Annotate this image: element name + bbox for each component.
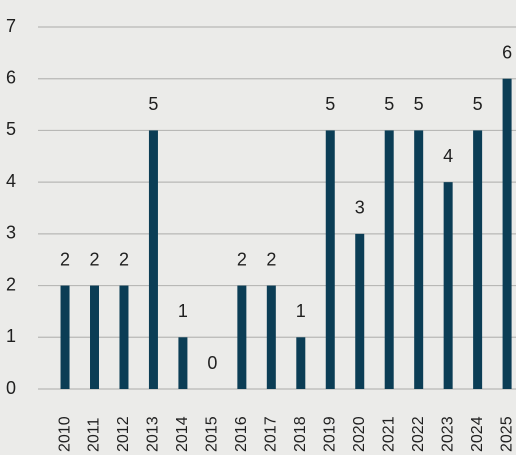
y-tick-label: 7 bbox=[6, 16, 16, 36]
bar bbox=[148, 130, 158, 389]
x-tick-label: 2023 bbox=[439, 416, 456, 452]
x-tick-label: 2011 bbox=[86, 417, 103, 452]
data-label: 6 bbox=[502, 42, 512, 62]
x-tick-label: 2016 bbox=[233, 416, 250, 452]
y-tick-label: 2 bbox=[6, 274, 16, 294]
data-label: 2 bbox=[60, 249, 70, 269]
bar bbox=[473, 130, 483, 389]
y-tick-label: 0 bbox=[6, 378, 16, 398]
x-tick-label: 2012 bbox=[115, 416, 132, 452]
bar bbox=[502, 78, 512, 389]
bar bbox=[90, 285, 100, 389]
bar bbox=[325, 130, 335, 389]
data-label: 5 bbox=[384, 94, 394, 114]
x-tick-label: 2021 bbox=[380, 416, 397, 452]
data-label: 0 bbox=[207, 353, 217, 373]
x-tick-label: 2022 bbox=[410, 416, 427, 452]
x-tick-label: 2018 bbox=[292, 416, 309, 452]
data-label: 5 bbox=[473, 94, 483, 114]
x-tick-label: 2015 bbox=[204, 416, 221, 452]
y-tick-label: 4 bbox=[6, 171, 16, 191]
data-label: 5 bbox=[148, 94, 158, 114]
bar bbox=[296, 337, 306, 389]
x-tick-label: 2024 bbox=[469, 416, 486, 452]
bar bbox=[119, 285, 129, 389]
data-label: 5 bbox=[325, 94, 335, 114]
x-tick-label: 2010 bbox=[56, 416, 73, 452]
data-label: 2 bbox=[119, 249, 129, 269]
x-tick-label: 2020 bbox=[351, 416, 368, 452]
bar bbox=[178, 337, 188, 389]
data-label: 1 bbox=[178, 301, 188, 321]
x-tick-label: 2014 bbox=[174, 416, 191, 452]
y-tick-label: 3 bbox=[6, 223, 16, 243]
bar bbox=[414, 130, 424, 389]
data-label: 2 bbox=[237, 249, 247, 269]
data-label: 4 bbox=[443, 146, 453, 166]
data-label: 2 bbox=[89, 249, 99, 269]
data-label: 3 bbox=[355, 198, 365, 218]
y-tick-label: 6 bbox=[6, 67, 16, 87]
data-label: 5 bbox=[414, 94, 424, 114]
bar bbox=[237, 285, 247, 389]
x-tick-label: 2013 bbox=[145, 416, 162, 452]
y-tick-label: 1 bbox=[6, 326, 16, 346]
x-tick-label: 2017 bbox=[263, 416, 280, 452]
data-label: 1 bbox=[296, 301, 306, 321]
bar bbox=[384, 130, 394, 389]
bar bbox=[355, 233, 365, 389]
bar bbox=[443, 182, 453, 389]
y-tick-label: 5 bbox=[6, 119, 16, 139]
bar bbox=[60, 285, 70, 389]
data-label: 2 bbox=[266, 249, 276, 269]
x-tick-label: 2025 bbox=[498, 416, 515, 452]
x-tick-label: 2019 bbox=[321, 416, 338, 452]
bar bbox=[266, 285, 276, 389]
